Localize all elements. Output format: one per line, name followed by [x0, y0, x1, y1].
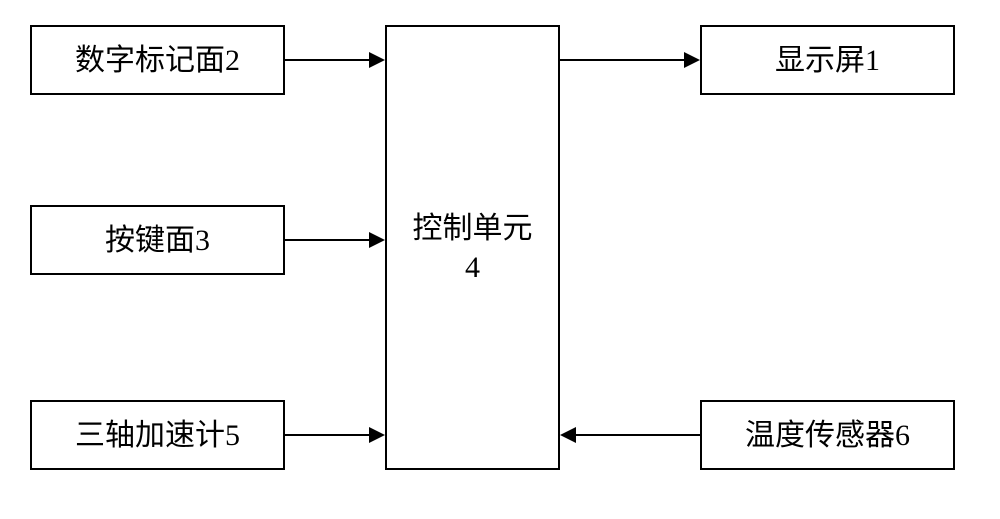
- node-control-unit: 控制单元 4: [385, 25, 560, 470]
- edge-line: [285, 434, 369, 436]
- arrow-head-right-icon: [684, 52, 700, 68]
- node-label: 控制单元 4: [413, 209, 533, 287]
- node-label: 显示屏1: [775, 41, 880, 80]
- node-label: 数字标记面2: [75, 41, 240, 80]
- edge-line: [285, 59, 369, 61]
- node-key-face: 按键面3: [30, 205, 285, 275]
- edge-line: [576, 434, 700, 436]
- node-label: 三轴加速计5: [75, 416, 240, 455]
- node-label: 按键面3: [105, 221, 210, 260]
- node-accelerometer: 三轴加速计5: [30, 400, 285, 470]
- arrow-head-left-icon: [560, 427, 576, 443]
- arrow-head-right-icon: [369, 232, 385, 248]
- edge-line: [560, 59, 684, 61]
- node-temp-sensor: 温度传感器6: [700, 400, 955, 470]
- arrow-head-right-icon: [369, 52, 385, 68]
- node-label: 温度传感器6: [745, 416, 910, 455]
- diagram-canvas: 数字标记面2 按键面3 三轴加速计5 控制单元 4 显示屏1 温度传感器6: [0, 0, 1000, 519]
- edge-line: [285, 239, 369, 241]
- node-digital-mark-face: 数字标记面2: [30, 25, 285, 95]
- arrow-head-right-icon: [369, 427, 385, 443]
- node-display: 显示屏1: [700, 25, 955, 95]
